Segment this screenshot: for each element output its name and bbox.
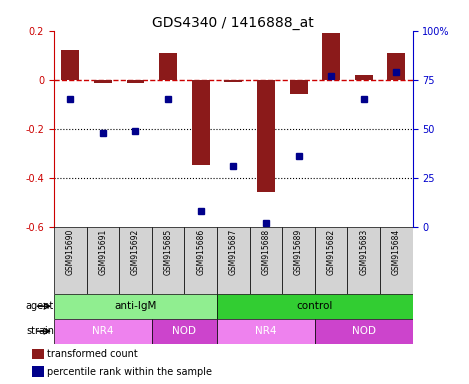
- Text: strain: strain: [26, 326, 54, 336]
- Title: GDS4340 / 1416888_at: GDS4340 / 1416888_at: [152, 16, 314, 30]
- Bar: [54, 319, 152, 344]
- Bar: [119, 227, 152, 294]
- Bar: [192, 79, 210, 166]
- Text: GSM915691: GSM915691: [98, 228, 107, 275]
- Text: GSM915687: GSM915687: [229, 228, 238, 275]
- Bar: [54, 227, 87, 294]
- Bar: [315, 319, 413, 344]
- Bar: [322, 33, 340, 79]
- Text: GSM915685: GSM915685: [164, 228, 173, 275]
- Text: GSM915684: GSM915684: [392, 228, 401, 275]
- Text: control: control: [297, 301, 333, 311]
- Bar: [257, 79, 275, 192]
- Text: GSM915689: GSM915689: [294, 228, 303, 275]
- Bar: [94, 79, 112, 83]
- Bar: [348, 227, 380, 294]
- Bar: [152, 319, 217, 344]
- Text: GSM915683: GSM915683: [359, 228, 368, 275]
- Text: NOD: NOD: [173, 326, 197, 336]
- Text: agent: agent: [26, 301, 54, 311]
- Text: GSM915686: GSM915686: [196, 228, 205, 275]
- Text: GSM915692: GSM915692: [131, 228, 140, 275]
- Bar: [282, 227, 315, 294]
- Bar: [152, 227, 184, 294]
- Bar: [315, 227, 348, 294]
- Text: transformed count: transformed count: [47, 349, 137, 359]
- Bar: [387, 53, 405, 79]
- Bar: [32, 349, 44, 359]
- Bar: [61, 50, 79, 79]
- Bar: [355, 75, 373, 79]
- Bar: [217, 227, 250, 294]
- Text: NOD: NOD: [352, 326, 376, 336]
- Bar: [184, 227, 217, 294]
- Bar: [127, 79, 144, 83]
- Text: GSM915690: GSM915690: [66, 228, 75, 275]
- Bar: [217, 319, 315, 344]
- Text: NR4: NR4: [255, 326, 277, 336]
- Text: anti-IgM: anti-IgM: [114, 301, 157, 311]
- Bar: [159, 53, 177, 79]
- Bar: [87, 227, 119, 294]
- Text: GSM915682: GSM915682: [327, 228, 336, 275]
- Bar: [32, 366, 44, 377]
- Bar: [54, 294, 217, 319]
- Bar: [224, 79, 242, 82]
- Text: NR4: NR4: [92, 326, 113, 336]
- Bar: [380, 227, 413, 294]
- Text: GSM915688: GSM915688: [261, 228, 271, 275]
- Bar: [217, 294, 413, 319]
- Bar: [289, 79, 308, 94]
- Text: percentile rank within the sample: percentile rank within the sample: [47, 366, 212, 377]
- Bar: [250, 227, 282, 294]
